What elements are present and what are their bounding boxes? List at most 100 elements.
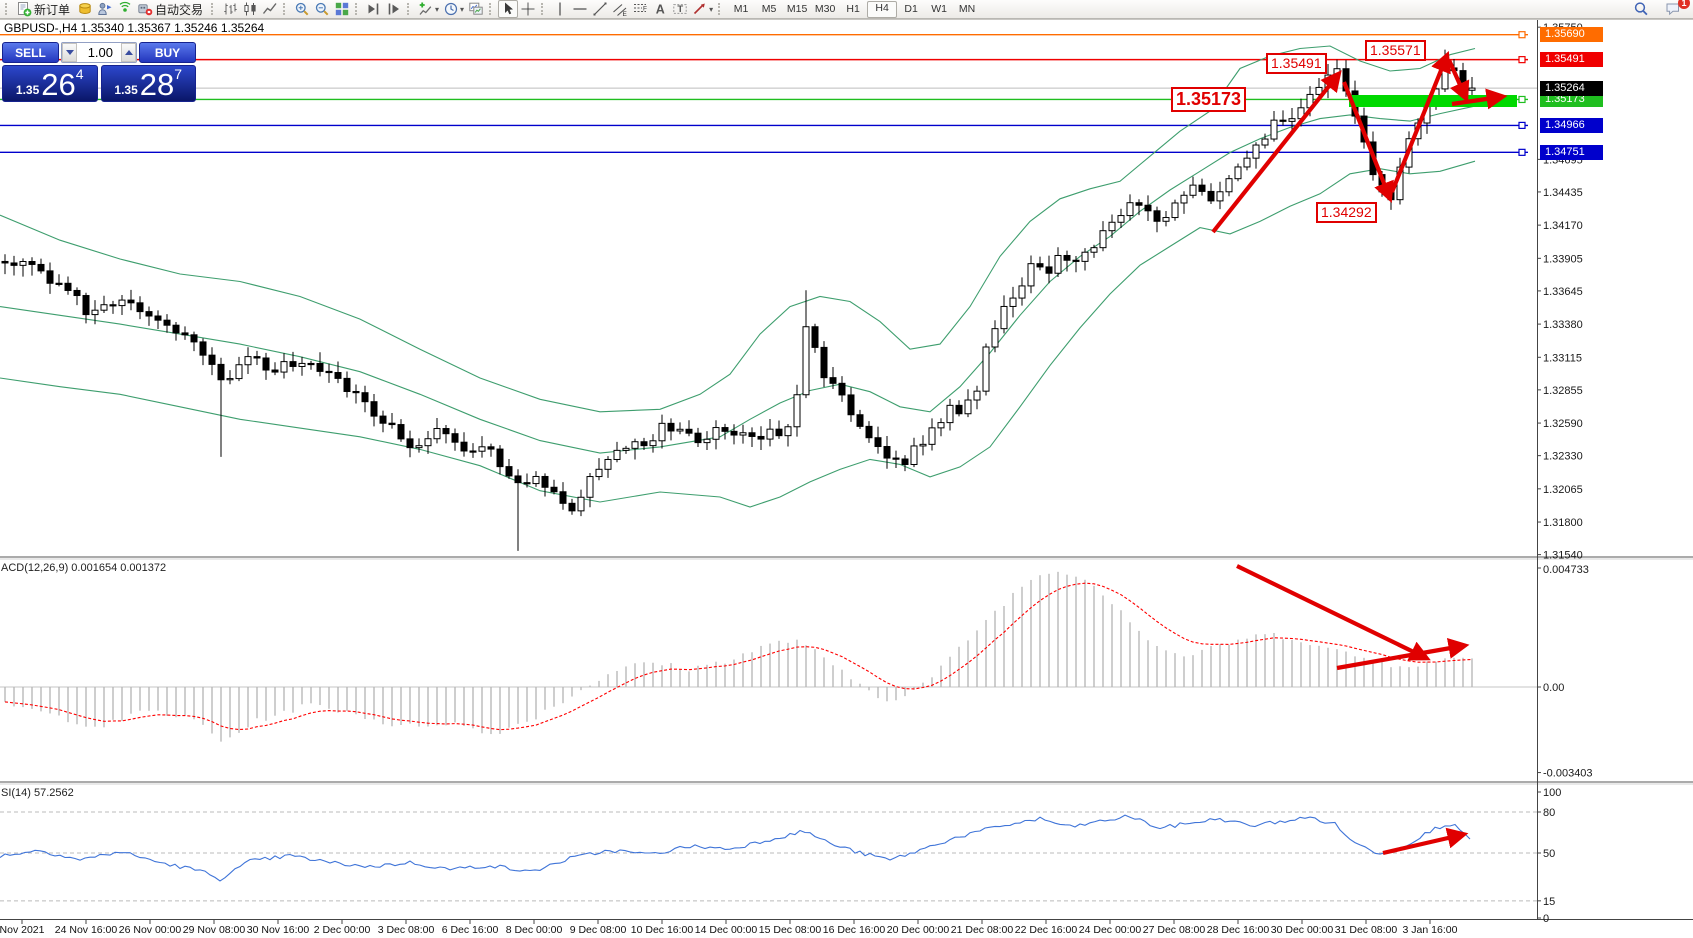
svg-text:20 Dec 00:00: 20 Dec 00:00 — [887, 924, 950, 936]
toolbar-group-grip — [489, 3, 494, 15]
svg-text:F: F — [643, 6, 647, 13]
equidistant-channel-icon: E — [612, 1, 628, 17]
price-annotation-box[interactable]: 1.35491 — [1266, 53, 1327, 74]
fibonacci-button[interactable]: F — [630, 1, 650, 17]
time-axis[interactable]: Nov 2021 24 Nov 16:00 26 Nov 00:00 29 Nov 0… — [0, 920, 1458, 936]
zoom-in-button[interactable] — [292, 1, 312, 17]
svg-text:100: 100 — [1543, 787, 1561, 799]
timeframe-button-mn[interactable]: MN — [958, 2, 976, 15]
equidistant-channel-button[interactable]: E — [610, 1, 630, 17]
buy-price-sup: 7 — [174, 66, 183, 82]
vertical-line-button[interactable] — [550, 1, 570, 17]
svg-text:0.004733: 0.004733 — [1543, 564, 1589, 576]
svg-text:1.31800: 1.31800 — [1543, 517, 1583, 529]
macd-indicator — [0, 571, 1537, 742]
svg-text:1.33115: 1.33115 — [1543, 352, 1582, 364]
price-annotation-box[interactable]: 1.35571 — [1365, 40, 1426, 61]
svg-text:28 Dec 16:00: 28 Dec 16:00 — [1207, 924, 1270, 936]
timeframe-button-h1[interactable]: H1 — [846, 2, 860, 15]
support-zone-band[interactable] — [1349, 95, 1517, 107]
timeframe-button-m15[interactable]: M15 — [786, 2, 808, 15]
sell-price-display[interactable]: 1.35 26 4 — [2, 65, 98, 102]
chevron-down-icon: ▾ — [709, 4, 714, 14]
periods-button[interactable]: ▾ — [441, 1, 466, 17]
candle-chart-button[interactable] — [240, 1, 260, 17]
notification-badge: 1 — [1678, 0, 1690, 9]
indicators-button[interactable]: ▾ — [416, 1, 441, 17]
zoom-in-icon — [294, 1, 310, 17]
svg-text:24 Dec 00:00: 24 Dec 00:00 — [1079, 924, 1142, 936]
buy-price-display[interactable]: 1.35 28 7 — [100, 65, 196, 102]
arrows-button[interactable]: ▾ — [690, 1, 715, 17]
horizontal-line-button[interactable] — [570, 1, 590, 17]
svg-text:1.33905: 1.33905 — [1543, 253, 1583, 265]
trendline-button[interactable] — [590, 1, 610, 17]
volume-increase-button[interactable] — [121, 43, 136, 62]
fibonacci-icon: F — [632, 1, 648, 17]
templates-button[interactable] — [466, 1, 486, 17]
line-chart-button[interactable] — [260, 1, 280, 17]
timeframe-button-m1[interactable]: M1 — [733, 2, 749, 15]
price-level-badge: 1.34751 — [1540, 144, 1603, 160]
timeframe-button-m30[interactable]: M30 — [814, 2, 836, 15]
new-order-button[interactable]: 新订单 — [14, 1, 75, 17]
timeframe-button-h4[interactable]: H4 — [867, 0, 898, 18]
buy-button[interactable]: BUY — [139, 42, 196, 63]
timeframe-button-w1[interactable]: W1 — [931, 2, 947, 15]
svg-text:3 Dec 08:00: 3 Dec 08:00 — [378, 924, 435, 936]
timeframe-button-m5[interactable]: M5 — [761, 2, 777, 15]
crosshair-button[interactable] — [518, 1, 538, 17]
svg-text:3 Jan 16:00: 3 Jan 16:00 — [1403, 924, 1458, 936]
price-level-badge: 1.35264 — [1540, 80, 1603, 96]
arrows-icon — [692, 1, 708, 17]
tile-windows-button[interactable] — [332, 1, 352, 17]
svg-text:30 Nov 16:00: 30 Nov 16:00 — [247, 924, 310, 936]
macd-indicator-label: ACD(12,26,9) 0.001654 0.001372 — [1, 562, 167, 574]
chart-shift-button[interactable] — [384, 1, 404, 17]
toolbar-group-grip — [283, 3, 288, 15]
text-icon: A — [652, 1, 668, 17]
cursor-button[interactable] — [498, 0, 519, 18]
volume-decrease-button[interactable] — [62, 43, 77, 62]
sell-button[interactable]: SELL — [2, 42, 59, 63]
toolbar: 新订单 自动交易 ▾ ▾ E F A T ▾ M1 M5 M15 M30 H1 H4 D1 W1 MN 1 — [0, 0, 1693, 19]
price-level-badge: 1.34966 — [1540, 117, 1603, 133]
indicators-icon — [418, 1, 434, 17]
crosshair-icon — [520, 1, 536, 17]
text-button[interactable]: A — [650, 1, 670, 17]
text-label-button[interactable]: T — [670, 1, 690, 17]
auto-scroll-button[interactable] — [364, 1, 384, 17]
svg-text:22 Dec 16:00: 22 Dec 16:00 — [1015, 924, 1078, 936]
chat-button[interactable]: 1 — [1663, 0, 1690, 17]
svg-text:E: E — [623, 11, 628, 17]
timeframe-button-d1[interactable]: D1 — [904, 2, 918, 15]
price-level-badge: 1.35173 — [1540, 91, 1603, 107]
search-button[interactable] — [1631, 1, 1651, 17]
deposit-button[interactable] — [75, 1, 95, 17]
signals-button[interactable] — [115, 1, 135, 17]
trend-arrows[interactable] — [1211, 50, 1508, 856]
text-label-icon: T — [672, 1, 688, 17]
horizontal-level-lines[interactable] — [0, 31, 1537, 156]
triangle-down-icon — [65, 50, 74, 55]
svg-text:15: 15 — [1543, 896, 1555, 908]
price-annotation-box[interactable]: 1.35173 — [1171, 87, 1247, 112]
svg-text:29 Nov 08:00: 29 Nov 08:00 — [183, 924, 246, 936]
vertical-line-icon — [552, 1, 568, 17]
autotrading-button[interactable]: 自动交易 — [135, 1, 208, 17]
svg-text:26 Nov 00:00: 26 Nov 00:00 — [119, 924, 182, 936]
auto-scroll-icon — [366, 1, 382, 17]
buy-price-big: 28 — [139, 67, 175, 102]
data-window-button[interactable] — [95, 1, 115, 17]
autotrading-icon — [137, 1, 153, 17]
svg-text:1.33380: 1.33380 — [1543, 319, 1583, 331]
zoom-out-button[interactable] — [312, 1, 332, 17]
svg-text:6 Dec 16:00: 6 Dec 16:00 — [442, 924, 499, 936]
price-annotation-box[interactable]: 1.34292 — [1316, 202, 1377, 223]
svg-text:30 Dec 00:00: 30 Dec 00:00 — [1271, 924, 1334, 936]
svg-text:15 Dec 08:00: 15 Dec 08:00 — [759, 924, 822, 936]
volume-input[interactable]: 1.00 — [87, 45, 113, 60]
bar-chart-button[interactable] — [220, 1, 240, 17]
svg-text:1.34170: 1.34170 — [1543, 220, 1583, 232]
